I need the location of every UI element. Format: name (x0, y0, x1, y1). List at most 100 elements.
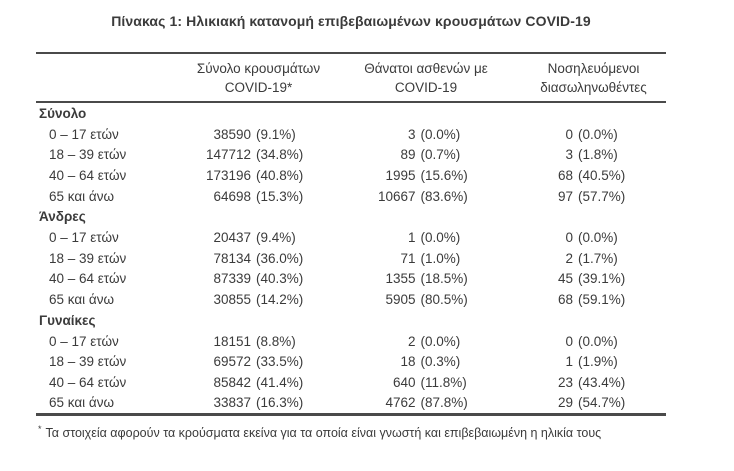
deaths-cell: 1 (0.0%) (331, 227, 521, 248)
column-header-deaths-line2: COVID-19 (394, 80, 458, 95)
section-header-total: Σύνολο (36, 102, 666, 124)
column-header-intubated: Νοσηλευόμενοι διασωληνωθέντες (521, 53, 666, 103)
cases-value: 87339 (40.3%) (213, 271, 304, 287)
cases-value: 30855 (14.2%) (213, 291, 304, 307)
intubated-cell: 68 (40.5%) (521, 165, 666, 186)
deaths-value: 1355 (18.5%) (385, 271, 468, 287)
intubated-value: 0 (0.0%) (565, 230, 618, 246)
deaths-value: 1 (0.0%) (407, 230, 461, 246)
document-content: Πίνακας 1: Ηλικιακή κατανομή επιβεβαιωμέ… (36, 0, 666, 442)
age-group-label: 65 και άνω (49, 188, 115, 204)
intubated-cell: 29 (54.7%) (521, 393, 666, 415)
section-label: Σύνολο (39, 106, 87, 121)
age-group-label: 40 – 64 ετών (49, 167, 127, 183)
intubated-value: 45 (39.1%) (557, 271, 626, 287)
age-group-label: 40 – 64 ετών (49, 374, 127, 390)
column-header-intubated-line1: Νοσηλευόμενοι (547, 61, 640, 76)
intubated-value: 2 (1.7%) (565, 250, 618, 266)
deaths-value: 2 (0.0%) (407, 333, 461, 349)
deaths-value: 5905 (80.5%) (385, 291, 468, 307)
column-header-intubated-line2: διασωληνωθέντες (540, 80, 647, 95)
cases-cell: 18151 (8.8%) (186, 331, 331, 352)
header-row: Σύνολο κρουσμάτων COVID-19* Θάνατοι ασθε… (36, 53, 666, 103)
section-label: Γυναίκες (39, 312, 96, 328)
cases-cell: 38590 (9.1%) (186, 124, 331, 145)
cases-cell: 69572 (33.5%) (186, 351, 331, 372)
table-row: 65 και άνω 30855 (14.2%) 5905 (80.5%) 68 (5… (36, 289, 666, 310)
deaths-cell: 89 (0.7%) (331, 145, 521, 166)
cases-value: 20437 (9.4%) (213, 230, 296, 246)
deaths-cell: 18 (0.3%) (331, 351, 521, 372)
intubated-cell: 2 (1.7%) (521, 248, 666, 269)
cases-value: 18151 (8.8%) (213, 333, 296, 349)
deaths-cell: 4762 (87.8%) (331, 393, 521, 415)
age-group-label: 0 – 17 ετών (49, 333, 119, 349)
intubated-cell: 1 (1.9%) (521, 351, 666, 372)
table-row: 40 – 64 ετών 85842 (41.4%) 640 (11.8%) 23(… (36, 372, 666, 393)
cases-value: 78134 (36.0%) (213, 250, 304, 266)
deaths-cell: 1995 (15.6%) (331, 165, 521, 186)
cases-cell: 20437 (9.4%) (186, 227, 331, 248)
deaths-cell: 5905 (80.5%) (331, 289, 521, 310)
column-header-cases: Σύνολο κρουσμάτων COVID-19* (186, 53, 331, 103)
deaths-cell: 10667 (83.6%) (331, 186, 521, 207)
table-row: 40 – 64 ετών 87339 (40.3%) 1355 (18.5%) 45… (36, 269, 666, 290)
age-group-label: 65 και άνω (49, 395, 115, 411)
cases-cell: 78134 (36.0%) (186, 248, 331, 269)
column-header-deaths-line1: Θάνατοι ασθενών με (364, 61, 488, 76)
cases-value: 64698 (15.3%) (213, 188, 304, 204)
intubated-cell: 68 (59.1%) (521, 289, 666, 310)
column-header-cases-line1: Σύνολο κρουσμάτων (196, 61, 321, 76)
cases-value: 85842 (41.4%) (213, 374, 304, 390)
section-header-men: Άνδρες (36, 206, 666, 227)
deaths-value: 18 (0.3%) (400, 354, 461, 370)
intubated-cell: 0 (0.0%) (521, 124, 666, 145)
table-row: 18 – 39 ετών 147712 (34.8%) 89 (0.7%) 3 (1.… (36, 145, 666, 166)
age-group-label: 0 – 17 ετών (49, 126, 119, 142)
section-label: Άνδρες (39, 209, 86, 225)
deaths-cell: 71 (1.0%) (331, 248, 521, 269)
cases-value: 173196 (40.8%) (205, 167, 304, 183)
intubated-value: 29 (54.7%) (557, 395, 626, 411)
deaths-value: 71 (1.0%) (400, 250, 461, 266)
deaths-value: 4762 (87.8%) (385, 395, 468, 411)
cases-value: 69572 (33.5%) (213, 354, 304, 370)
deaths-value: 3 (0.0%) (407, 126, 461, 142)
deaths-value: 1995 (15.6%) (385, 167, 468, 183)
footnote: * Τα στοιχεία αφορούν τα κρούσματα εκείνα… (36, 421, 666, 442)
deaths-cell: 2 (0.0%) (331, 331, 521, 352)
column-header-empty (36, 53, 186, 103)
cases-cell: 85842 (41.4%) (186, 372, 331, 393)
section-header-women: Γυναίκες (36, 310, 666, 331)
age-group-label: 18 – 39 ετών (49, 147, 127, 163)
age-group-label: 40 – 64 ετών (49, 271, 127, 287)
table-row: 0 – 17 ετών 20437 (9.4%) 1 (0.0%) 0 (0.0%) (36, 227, 666, 248)
cases-cell: 64698 (15.3%) (186, 186, 331, 207)
table-row: 65 και άνω 33837 (16.3%) 4762 (87.8%) 29 (5… (36, 393, 666, 415)
cases-cell: 30855 (14.2%) (186, 289, 331, 310)
age-group-label: 18 – 39 ετών (49, 354, 127, 370)
deaths-cell: 1355 (18.5%) (331, 269, 521, 290)
table-row: 65 και άνω 64698 (15.3%) 10667 (83.6%) 97(… (36, 186, 666, 207)
footnote-asterisk: * (38, 424, 42, 435)
age-group-label: 0 – 17 ετών (49, 230, 119, 246)
intubated-value: 3 (1.8%) (565, 147, 618, 163)
deaths-value: 89 (0.7%) (400, 147, 461, 163)
deaths-value: 10667 (83.6%) (377, 188, 468, 204)
intubated-value: 0 (0.0%) (565, 333, 618, 349)
table-row: 0 – 17 ετών 18151 (8.8%) 2 (0.0%) 0 (0.0%) (36, 331, 666, 352)
intubated-cell: 0 (0.0%) (521, 331, 666, 352)
cases-cell: 173196 (40.8%) (186, 165, 331, 186)
age-group-label: 65 και άνω (49, 291, 115, 307)
cases-cell: 147712 (34.8%) (186, 145, 331, 166)
intubated-cell: 3 (1.8%) (521, 145, 666, 166)
table-row: 0 – 17 ετών 38590 (9.1%) 3 (0.0%) 0 (0.0%) (36, 124, 666, 145)
intubated-cell: 0 (0.0%) (521, 227, 666, 248)
deaths-cell: 3 (0.0%) (331, 124, 521, 145)
column-header-cases-line2: COVID-19* (224, 80, 293, 95)
column-header-deaths: Θάνατοι ασθενών με COVID-19 (331, 53, 521, 103)
table-row: 40 – 64 ετών 173196 (40.8%) 1995 (15.6%) 6… (36, 165, 666, 186)
intubated-cell: 45 (39.1%) (521, 269, 666, 290)
cases-value: 38590 (9.1%) (213, 126, 296, 142)
